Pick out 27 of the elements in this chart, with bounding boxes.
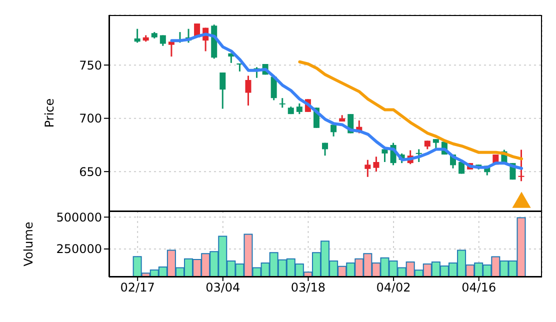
y-axis-title: Volume	[21, 222, 36, 266]
candlestick	[220, 72, 226, 110]
x-tick-label: 04/02	[376, 280, 411, 295]
y-tick-label: 750	[79, 58, 102, 72]
y-tick-label: 700	[79, 112, 102, 126]
candlestick	[432, 138, 439, 149]
candlestick	[296, 102, 302, 115]
y-tick-label: 650	[79, 164, 102, 179]
candlestick	[518, 149, 524, 182]
candlestick	[416, 148, 422, 163]
x-tick-label: 04/16	[462, 280, 496, 295]
candlestick	[279, 97, 286, 108]
x-tick-label: 03/18	[290, 280, 326, 295]
y-axis-title: Price	[42, 98, 56, 128]
line-series	[298, 60, 524, 160]
candlestick	[382, 148, 388, 163]
candlestick	[134, 28, 140, 44]
candlestick	[373, 156, 380, 172]
candlestick	[364, 159, 371, 178]
candlestick	[168, 40, 174, 58]
candlestick	[245, 74, 252, 106]
y-tick-label: 250000	[56, 242, 102, 256]
x-tick-label: 02/17	[120, 280, 155, 295]
candlestick	[322, 142, 328, 156]
candlestick	[160, 34, 166, 47]
x-tick-label: 03/04	[206, 280, 240, 295]
y-tick-label: 500000	[56, 210, 102, 224]
